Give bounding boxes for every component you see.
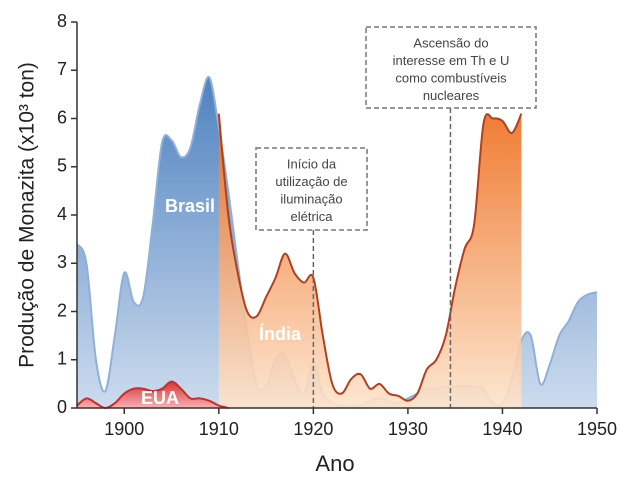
series-label: Índia <box>259 323 302 344</box>
x-tick-label: 1900 <box>104 419 144 439</box>
area <box>218 113 522 409</box>
line <box>217 113 523 402</box>
annotation-box <box>365 26 537 109</box>
y-tick-label: 2 <box>57 300 67 320</box>
y-tick-label: 0 <box>57 397 67 417</box>
annotation-text: elétrica <box>291 209 334 224</box>
y-tick-label: 7 <box>57 59 67 79</box>
annotation-text: Ascensão do <box>413 35 488 50</box>
annotation-box <box>255 147 368 231</box>
y-tick-label: 1 <box>57 349 67 369</box>
x-tick-label: 1930 <box>388 419 428 439</box>
annotation-text: iluminação <box>280 191 342 206</box>
y-tick-label: 5 <box>57 156 67 176</box>
x-tick-label: 1940 <box>482 419 522 439</box>
annotation-text: interesse em Th e U <box>393 53 510 68</box>
annotation-text: utilização de <box>275 174 347 189</box>
y-tick-label: 3 <box>57 252 67 272</box>
area <box>77 381 229 408</box>
y-axis-title: Produção de Monazita (x10³ ton) <box>16 62 39 368</box>
x-tick-label: 1950 <box>577 419 617 439</box>
x-tick-label: 1910 <box>199 419 239 439</box>
y-tick-label: 4 <box>57 204 67 224</box>
y-tick-label: 6 <box>57 107 67 127</box>
annotation-text: Início da <box>287 156 337 171</box>
x-tick-label: 1920 <box>293 419 333 439</box>
x-axis-title: Ano <box>315 451 354 476</box>
series-label: EUA <box>141 388 179 408</box>
series-label: Brasil <box>165 196 215 216</box>
annotation-text: nucleares <box>423 88 480 103</box>
y-tick-label: 8 <box>57 11 67 31</box>
annotation-text: como combustíveis <box>395 70 507 85</box>
area <box>77 76 597 408</box>
